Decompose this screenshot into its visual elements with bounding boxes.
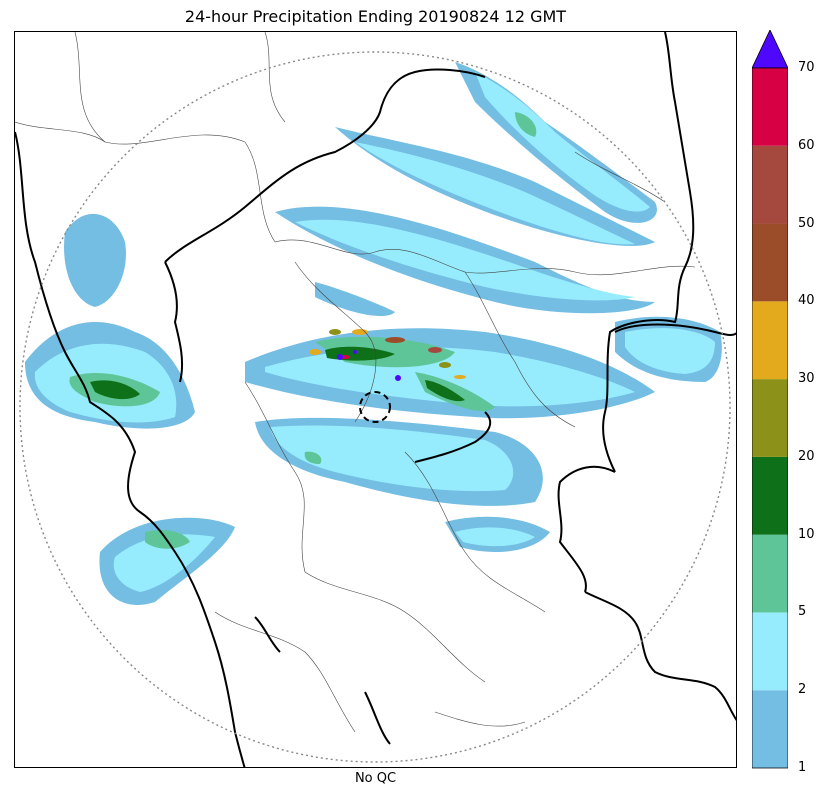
colorbar-tick-label: 5 <box>798 604 807 620</box>
colorbar-bin <box>752 612 788 691</box>
radar-map[interactable] <box>14 31 737 768</box>
colorbar-tick-label: 70 <box>798 60 815 75</box>
colorbar-tick-label: 2 <box>798 682 807 698</box>
precip-heavy-cores <box>309 329 466 381</box>
precip-colorbar <box>752 30 788 770</box>
colorbar-bin <box>752 301 788 380</box>
regional-borders <box>15 32 696 733</box>
colorbar-bin <box>752 223 788 302</box>
colorbar-tick-label: 60 <box>798 137 815 153</box>
colorbar-tick-label: 20 <box>798 448 815 464</box>
colorbar-extend-arrow <box>752 30 788 69</box>
colorbar-outline <box>752 67 788 769</box>
colorbar-tick-label: 10 <box>798 526 815 542</box>
precip-1-2-layer <box>25 62 722 605</box>
colorbar-bin <box>752 68 788 146</box>
colorbar-bin <box>752 379 788 457</box>
chart-title: 24-hour Precipitation Ending 20190824 12… <box>184 7 567 26</box>
colorbar-svg <box>752 30 788 769</box>
national-borders <box>15 32 736 767</box>
x-axis-label: No QC <box>354 771 397 786</box>
colorbar-tick-label: 30 <box>798 371 815 387</box>
precip-2-5-layer <box>34 72 715 592</box>
colorbar-tick-label: 50 <box>798 215 815 231</box>
colorbar-bin <box>752 456 788 535</box>
colorbar-bin <box>752 534 788 613</box>
colorbar-bin <box>752 145 788 224</box>
colorbar-tick-label: 40 <box>798 293 815 309</box>
map-canvas <box>15 32 736 767</box>
range-ring <box>19 51 731 763</box>
colorbar-bin <box>752 690 788 768</box>
radar-site-marker <box>359 391 391 423</box>
colorbar-tick-label: 1 <box>798 760 807 775</box>
